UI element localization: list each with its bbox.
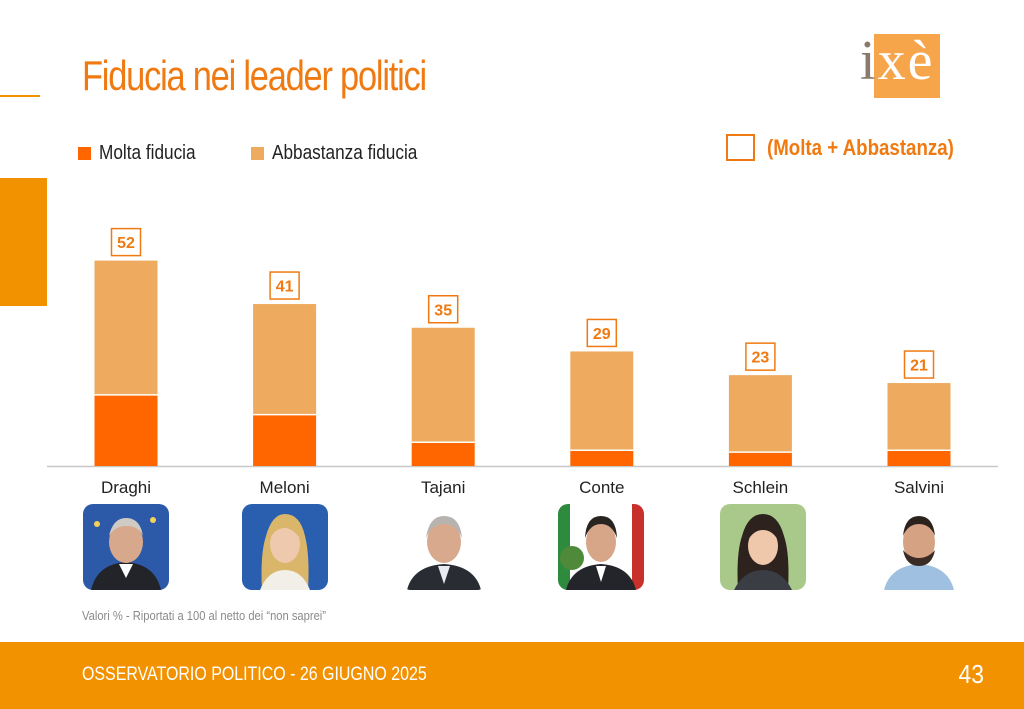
- total-label-conte: 29: [593, 326, 611, 343]
- footer-text: OSSERVATORIO POLITICO - 26 GIUGNO 2025: [82, 664, 427, 685]
- side-accent-block: [0, 178, 47, 306]
- leader-name-draghi: Draghi: [100, 478, 152, 497]
- schlein-photo-icon: [720, 504, 806, 590]
- bar-molta-meloni: [253, 414, 317, 466]
- chart-legend: Molta fiducia Abbastanza fiducia: [78, 142, 469, 165]
- footnote: Valori % - Riportati a 100 al netto dei …: [82, 608, 327, 623]
- total-label-box-conte: [586, 318, 618, 348]
- tajani-photo-icon: [401, 504, 487, 590]
- bar-abbastanza-schlein: [728, 375, 792, 453]
- bar-molta-conte: [570, 450, 634, 466]
- leader-name-salvini: Salvini: [893, 478, 945, 497]
- bar-molta-schlein: [728, 452, 792, 466]
- legend-swatch-abbastanza: [251, 147, 265, 160]
- leader-photos: [0, 504, 1024, 592]
- total-label-draghi: 52: [117, 235, 135, 252]
- bar-molta-salvini: [887, 450, 951, 466]
- leader-names: Draghi Meloni Tajani Conte Schlein Salvini: [0, 478, 1024, 502]
- meloni-photo-icon: [242, 504, 328, 590]
- total-label-box-salvini: [903, 350, 935, 379]
- total-label-salvini: 21: [910, 358, 928, 375]
- total-label-box-meloni: [269, 271, 300, 300]
- total-label-schlein: 23: [752, 350, 770, 367]
- total-label-tajani: 35: [434, 302, 452, 319]
- page-number: 43: [958, 659, 984, 689]
- draghi-photo-icon: [83, 504, 169, 590]
- page-title: Fiducia nei leader politici: [82, 52, 427, 99]
- total-label-box-schlein: [745, 342, 776, 371]
- legend-item-molta: Molta fiducia: [78, 142, 211, 165]
- salvini-photo-icon: [876, 504, 962, 590]
- bar-abbastanza-draghi: [94, 260, 158, 395]
- title-accent-rule: [0, 95, 40, 97]
- bar-abbastanza-meloni: [253, 304, 317, 415]
- legend-label-total: (Molta + Abbastanza): [767, 134, 954, 160]
- ixe-logo: ixè: [860, 30, 940, 100]
- legend-label-abbastanza: Abbastanza fiducia: [272, 142, 418, 164]
- leader-name-schlein: Schlein: [732, 478, 789, 497]
- bar-abbastanza-conte: [570, 351, 634, 451]
- conte-photo-icon: [558, 504, 644, 590]
- total-label-box-tajani: [427, 295, 459, 324]
- footer-bar: OSSERVATORIO POLITICO - 26 GIUGNO 2025 4…: [0, 642, 1024, 709]
- bar-abbastanza-tajani: [411, 327, 475, 443]
- total-label-box-draghi: [110, 227, 142, 257]
- logo-text: ixè: [860, 30, 935, 92]
- leader-name-tajani: Tajani: [420, 478, 466, 497]
- leader-name-meloni: Meloni: [259, 478, 310, 497]
- legend-item-total: (Molta + Abbastanza): [726, 134, 987, 161]
- legend-swatch-molta: [78, 147, 91, 160]
- legend-item-abbastanza: Abbastanza fiducia: [251, 142, 441, 165]
- legend-label-molta: Molta fiducia: [99, 142, 196, 164]
- total-label-meloni: 41: [276, 279, 294, 296]
- legend-swatch-total: [726, 134, 755, 161]
- bar-abbastanza-salvini: [887, 383, 951, 451]
- leader-name-conte: Conte: [579, 478, 625, 497]
- bar-molta-tajani: [411, 442, 475, 466]
- bar-molta-draghi: [94, 394, 158, 466]
